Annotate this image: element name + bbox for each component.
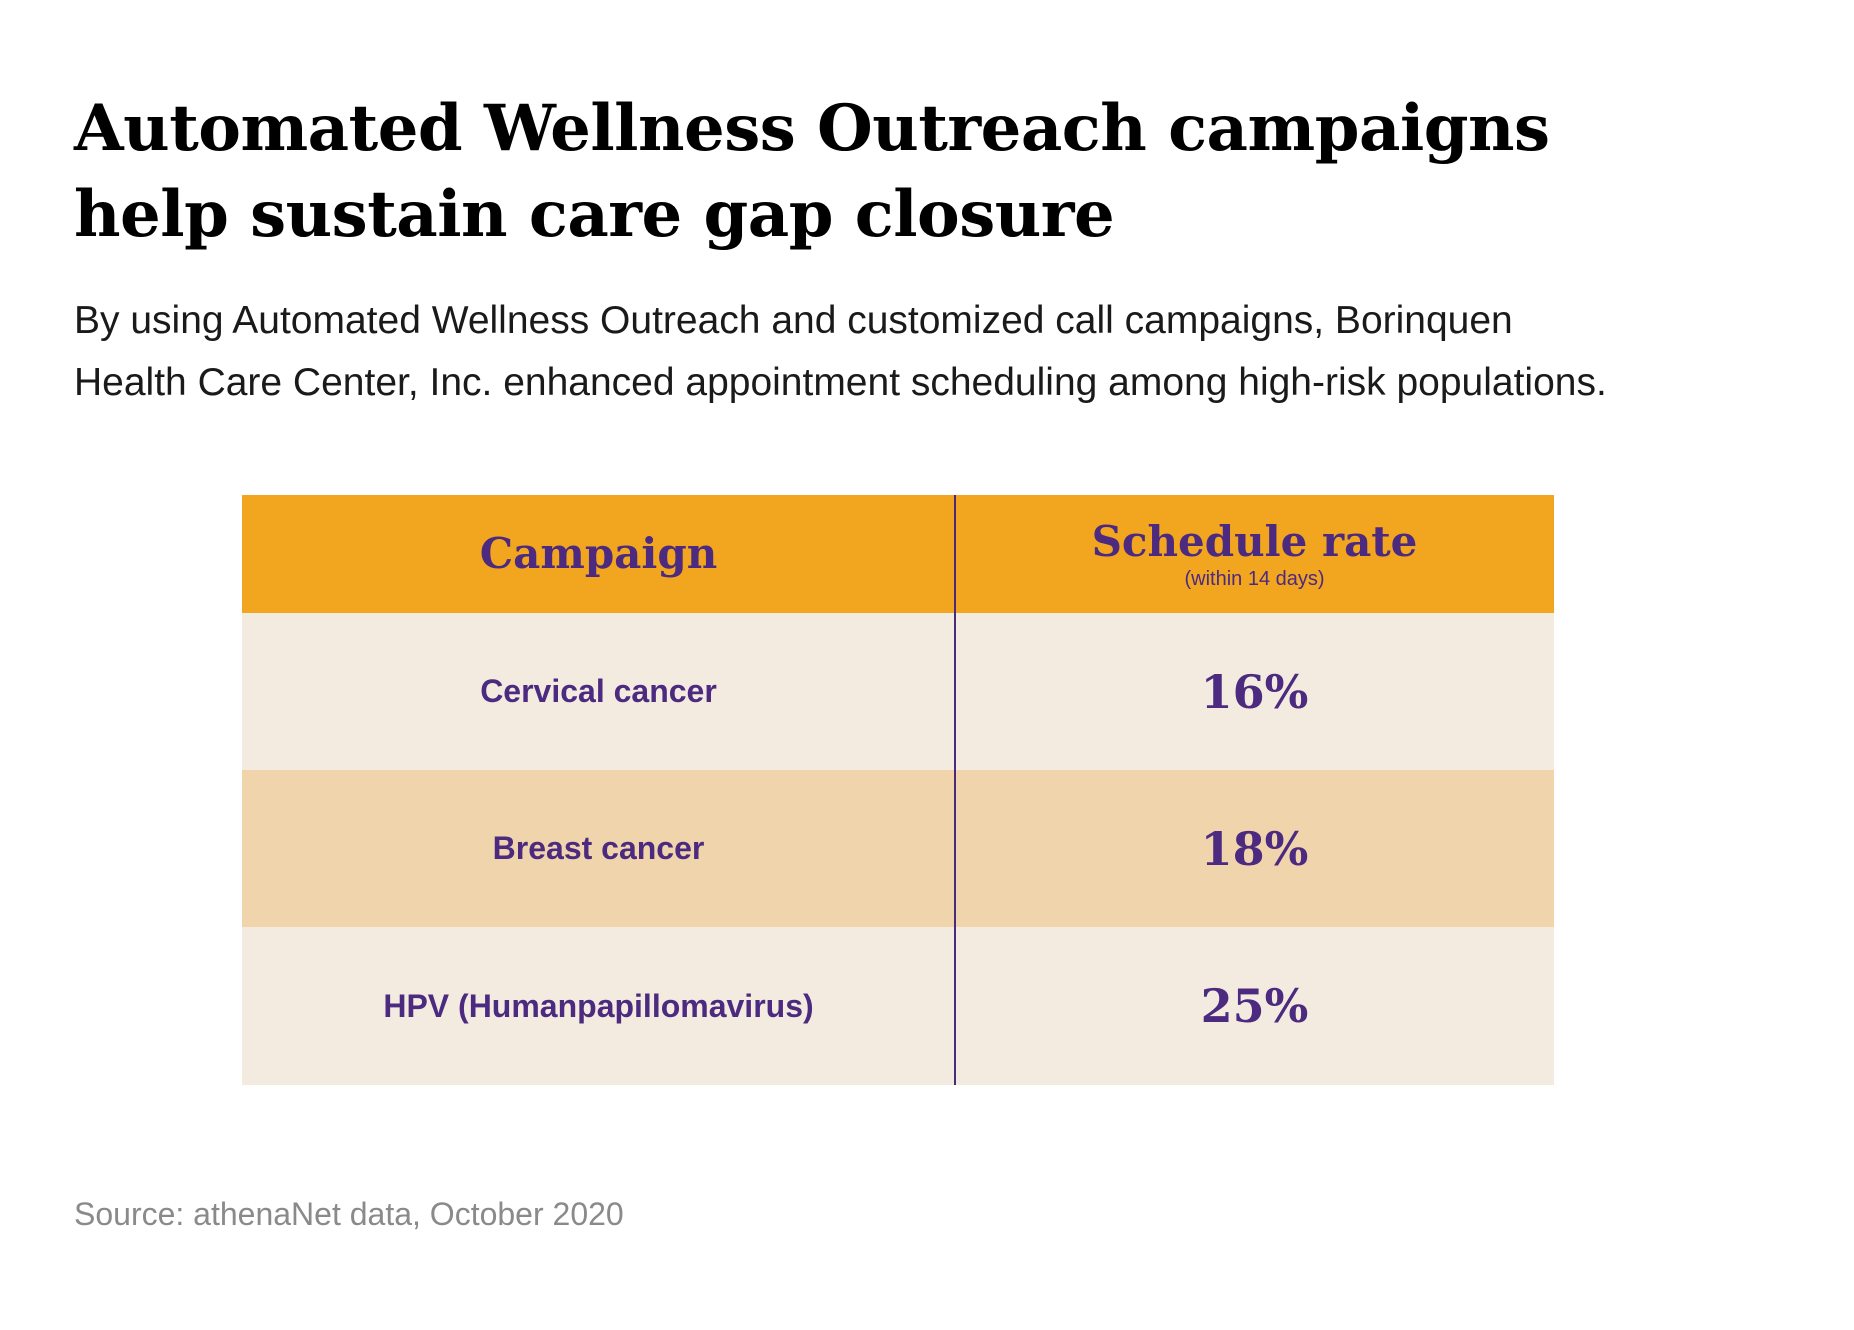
source-note: Source: athenaNet data, October 2020 — [74, 1196, 624, 1232]
header-cell-campaign: Campaign — [242, 495, 955, 613]
table-row: HPV (Humanpapillomavirus) 25% — [242, 927, 1554, 1085]
column-subheader-schedule-rate: (within 14 days) — [1184, 568, 1325, 590]
schedule-rate-table: Campaign Schedule rate (within 14 days) … — [242, 495, 1554, 1085]
rate-value: 25% — [1200, 979, 1309, 1033]
campaign-label: Cervical cancer — [480, 673, 717, 709]
subtitle-line-1: By using Automated Wellness Outreach and… — [74, 299, 1513, 342]
subtitle-line-2: Health Care Center, Inc. enhanced appoin… — [74, 361, 1607, 404]
column-divider — [954, 495, 956, 1085]
table-row: Breast cancer 18% — [242, 770, 1554, 927]
rate-cell: 25% — [955, 927, 1554, 1085]
rate-cell: 16% — [955, 613, 1554, 770]
campaign-cell: Breast cancer — [242, 770, 955, 927]
header-cell-schedule-rate: Schedule rate (within 14 days) — [955, 495, 1554, 613]
title-line-1: Automated Wellness Outreach campaigns — [74, 91, 1550, 166]
table-header-row: Campaign Schedule rate (within 14 days) — [242, 495, 1554, 613]
rate-value: 16% — [1200, 664, 1309, 719]
chart-subtitle: By using Automated Wellness Outreach and… — [74, 290, 1834, 414]
campaign-label: Breast cancer — [492, 830, 705, 866]
title-line-2: help sustain care gap closure — [74, 177, 1115, 252]
column-header-schedule-rate: Schedule rate — [1091, 517, 1418, 566]
rate-cell: 18% — [955, 770, 1554, 927]
rate-value: 18% — [1200, 821, 1309, 876]
campaign-cell: Cervical cancer — [242, 613, 955, 770]
column-header-campaign: Campaign — [479, 529, 718, 578]
campaign-label: HPV (Humanpapillomavirus) — [383, 987, 814, 1024]
table-row: Cervical cancer 16% — [242, 613, 1554, 770]
chart-title: Automated Wellness Outreach campaigns he… — [74, 86, 1774, 258]
campaign-cell: HPV (Humanpapillomavirus) — [242, 927, 955, 1085]
